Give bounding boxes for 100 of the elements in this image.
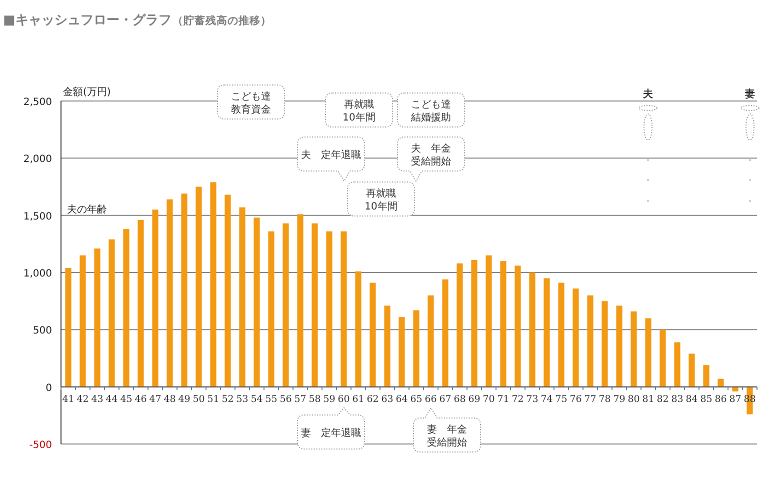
- y-axis-title: 金額(万円): [63, 86, 111, 98]
- x-tick-label: 45: [120, 394, 132, 405]
- x-tick-label: 50: [192, 394, 205, 405]
- bar: [94, 248, 100, 387]
- bar: [210, 182, 216, 387]
- bar: [80, 255, 86, 387]
- bar: [660, 330, 666, 387]
- x-tick-label: 87: [729, 394, 742, 405]
- x-tick-label: 48: [164, 394, 176, 405]
- y-tick-label: -500: [29, 440, 52, 451]
- x-tick-label: 54: [250, 394, 263, 405]
- bar: [239, 207, 246, 387]
- x-tick-label: 56: [280, 394, 292, 405]
- bar: [138, 220, 144, 387]
- bar: [500, 261, 506, 387]
- x-tick-label: 85: [700, 394, 712, 405]
- bar: [384, 306, 390, 387]
- bar: [529, 272, 536, 387]
- x-tick-label: 73: [526, 394, 538, 405]
- x-tick-label: 65: [410, 394, 422, 405]
- x-tick-label: 53: [236, 394, 248, 405]
- x-tick-label: 43: [91, 394, 104, 405]
- x-tick-label: 75: [555, 394, 568, 405]
- bar: [196, 186, 202, 387]
- x-tick-label: 83: [671, 394, 684, 405]
- chart-subtitle: （貯蓄残高の推移）: [172, 14, 272, 27]
- x-tick-label: 51: [207, 394, 220, 405]
- bar: [645, 318, 652, 387]
- bar: [166, 199, 173, 387]
- chart-title: ■キャッシュフロー・グラフ: [3, 13, 172, 28]
- bar: [224, 194, 231, 387]
- bar: [572, 288, 579, 387]
- x-tick-label: 59: [323, 394, 336, 405]
- x-tick-label: 79: [613, 394, 626, 405]
- x-tick-label: 82: [656, 394, 669, 405]
- bar: [254, 218, 260, 387]
- x-tick-label: 49: [178, 394, 190, 405]
- x-tick-label: 61: [352, 394, 364, 405]
- bar: [268, 231, 274, 387]
- x-tick-label: 64: [396, 394, 408, 405]
- x-tick-label: 68: [454, 394, 466, 405]
- text: 夫: [642, 88, 654, 100]
- x-tick-label: 58: [308, 394, 321, 405]
- annotation: こども達結婚援助: [410, 98, 451, 124]
- y-tick-label: 2,500: [23, 97, 52, 108]
- x-tick-label: 52: [222, 394, 234, 405]
- bar: [544, 278, 550, 387]
- bar: [65, 268, 72, 387]
- annotation: 夫 定年退職: [301, 149, 361, 161]
- x-tick-label: 46: [134, 394, 147, 405]
- x-tick-label: 44: [106, 394, 118, 405]
- x-tick-label: 55: [265, 394, 278, 405]
- x-tick-label: 41: [62, 394, 74, 405]
- bar: [630, 311, 637, 387]
- bar: [471, 260, 478, 387]
- annotation: 夫 年金受給開始: [411, 142, 451, 168]
- x-tick-label: 80: [628, 394, 640, 405]
- y-tick-label: 500: [32, 326, 52, 337]
- x-tick-label: 42: [76, 394, 89, 405]
- bar: [123, 229, 130, 387]
- bar: [152, 210, 158, 387]
- x-tick-label: 77: [584, 394, 596, 405]
- bar: [558, 282, 564, 387]
- bar: [688, 354, 695, 387]
- annotation: 再就職10年間: [342, 98, 376, 124]
- annotation: 妻 定年退職: [301, 427, 361, 439]
- x-tick-label: 63: [381, 394, 394, 405]
- x-tick-label: 84: [686, 394, 698, 405]
- bar: [602, 301, 608, 387]
- bar: [370, 282, 376, 387]
- bar: [398, 317, 405, 387]
- x-tick-label: 71: [497, 394, 510, 405]
- y-tick-label: 0: [46, 382, 52, 394]
- annotation: 妻 年金受給開始: [427, 424, 467, 448]
- y-tick-label: 1,500: [23, 211, 52, 222]
- bar: [442, 279, 448, 387]
- bar: [312, 223, 318, 387]
- x-tick-label: 66: [424, 394, 437, 405]
- bar: [428, 295, 434, 387]
- bar: [732, 386, 738, 392]
- x-tick-label: 72: [512, 394, 524, 405]
- bar: [326, 231, 332, 387]
- x-axis-title: 夫の年齢: [67, 203, 107, 216]
- x-tick-label: 74: [540, 394, 553, 405]
- x-tick-label: 67: [439, 394, 452, 405]
- y-tick-label: 1,000: [23, 268, 52, 280]
- bar: [587, 295, 594, 387]
- bar: [297, 214, 304, 387]
- bar: [355, 271, 362, 387]
- bar: [340, 231, 347, 387]
- bar: [514, 266, 521, 387]
- bar: [486, 255, 492, 387]
- annotation: 再就職10年間: [364, 188, 398, 212]
- x-tick-label: 76: [570, 394, 582, 405]
- x-tick-label: 86: [714, 394, 727, 405]
- x-tick-label: 57: [294, 394, 306, 405]
- x-tick-label: 70: [482, 394, 495, 405]
- bar: [282, 223, 289, 387]
- bar: [703, 365, 710, 387]
- x-tick-label: 60: [338, 394, 350, 405]
